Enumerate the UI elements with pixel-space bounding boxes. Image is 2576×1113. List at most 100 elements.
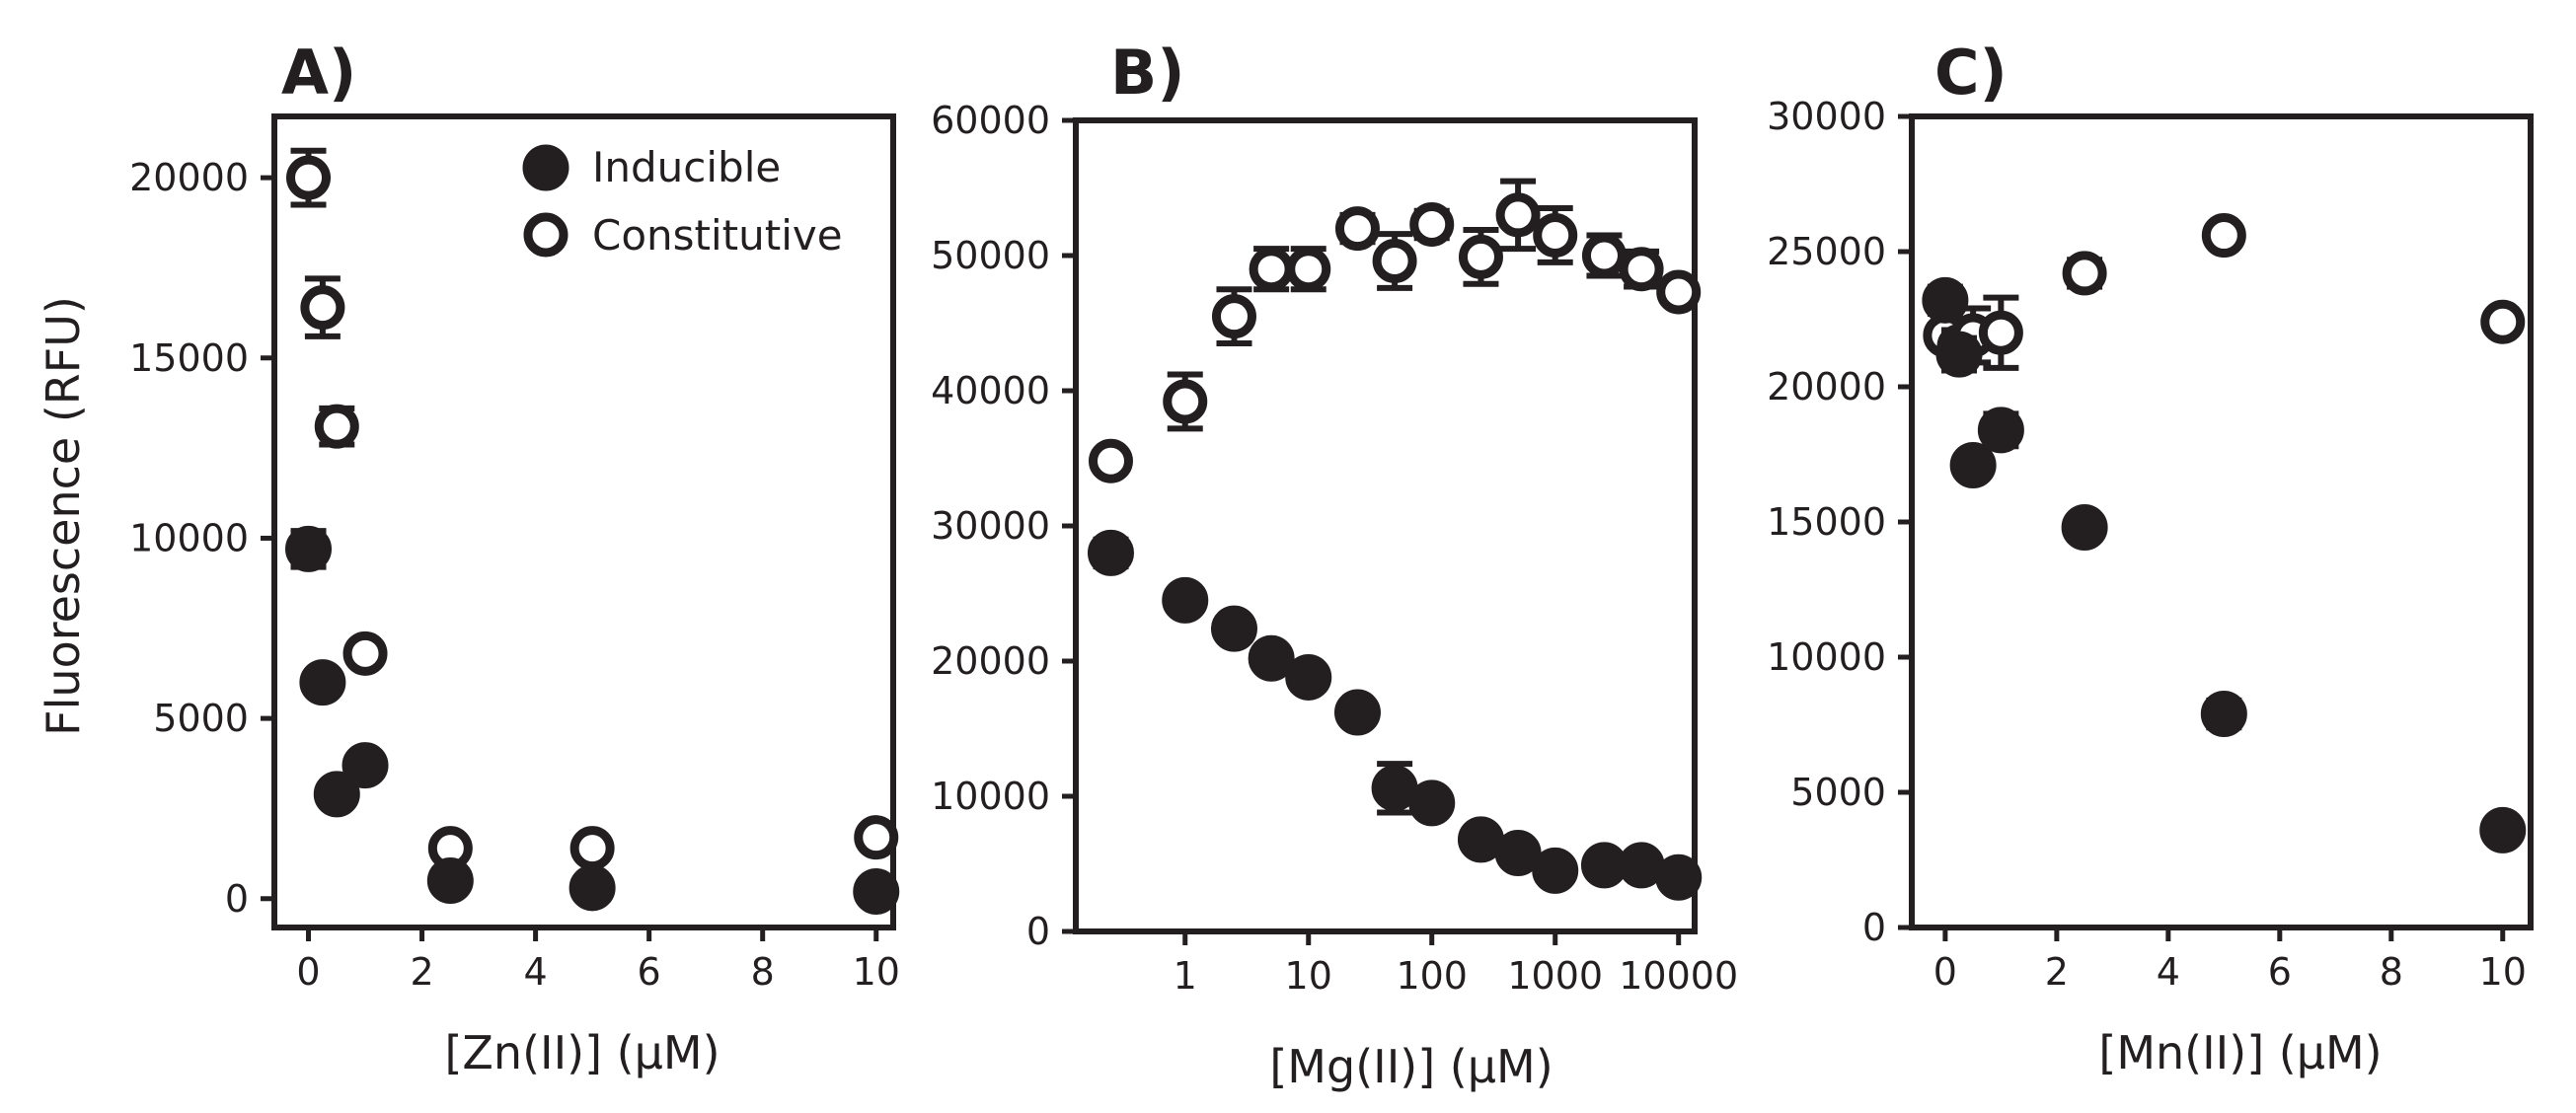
panel-b-inducible-point [1655, 853, 1703, 901]
panel-a-constitutive-point [854, 815, 899, 860]
panel-c-inducible-point [1977, 407, 2024, 454]
panel-b-y-tick-label: 0 [1026, 910, 1050, 953]
panel-b-x-tick-label: 10 [1285, 954, 1332, 998]
panel-c-x-tick-label: 2 [2045, 950, 2069, 994]
panel-b-constitutive-point [1619, 247, 1664, 292]
panel-a-ticks: 0 2 4 6 8 10 0 5000 10000 15000 20000 [129, 156, 900, 994]
panel-b-x-axis-title: [Mg(II)] (μM) [1269, 1040, 1553, 1093]
panel-c-y-tick-label: 30000 [1767, 95, 1886, 138]
panel-b-y-tick-label: 40000 [931, 369, 1050, 412]
panel-a-inducible-point [299, 659, 346, 706]
panel-b-inducible-point [1333, 689, 1381, 736]
panel-c-y-tick-label: 15000 [1767, 500, 1886, 544]
panel-c-constitutive-point [2201, 213, 2246, 259]
panel-b-constitutive-point [1334, 206, 1380, 252]
panel-b-constitutive-point [1163, 379, 1208, 424]
panel-a-x-tick-label: 4 [524, 950, 548, 994]
panel-a-inducible-point [285, 525, 333, 572]
panel-a-x-axis-title: [Zn(II)] (μM) [444, 1026, 720, 1079]
panel-b-x-tick-label: 100 [1396, 954, 1468, 998]
legend-constitutive-label: Constitutive [592, 211, 843, 260]
panel-c-x-tick-label: 8 [2380, 950, 2403, 994]
panel-b-constitutive-point [1211, 294, 1256, 339]
panel-a-x-tick-label: 6 [638, 950, 661, 994]
legend-inducible-label: Inducible [592, 143, 781, 191]
panel-c-x-tick-label: 10 [2479, 950, 2527, 994]
panel-c-y-tick-label: 0 [1862, 906, 1886, 949]
panel-c-x-axis-title: [Mn(II)] (μM) [2098, 1026, 2382, 1079]
panel-b-constitutive-point [1372, 238, 1417, 283]
panel-b-inducible-point [1248, 634, 1295, 682]
panel-a-constitutive-point [569, 826, 615, 871]
panel-a-inducible-point [313, 771, 360, 818]
y-axis-title: Fluorescence (RFU) [37, 296, 90, 736]
panel-b-inducible-point [1532, 847, 1579, 894]
panel-c-y-tick-label: 5000 [1790, 771, 1886, 814]
panel-b-constitutive-point [1088, 438, 1133, 483]
panel-c-ticks: 0 2 4 6 8 10 0 5000 10000 15000 20000 25000 30000 [1767, 95, 2527, 994]
panel-a-inducible-point [341, 742, 389, 789]
panel-c-constitutive-point [2480, 299, 2526, 344]
panel-b-x-tick-label: 10000 [1619, 954, 1738, 998]
panel-b-inducible-point [1285, 653, 1332, 701]
panel-b-constitutive-point [1581, 233, 1627, 278]
panel-b-x-tick-label: 1 [1174, 954, 1197, 998]
panel-a-x-tick-label: 10 [853, 950, 900, 994]
panel-b-y-tick-label: 10000 [931, 775, 1050, 818]
legend-constitutive-marker [523, 212, 568, 258]
panel-c-marks [1922, 213, 2527, 853]
panel-a-y-tick-label: 5000 [153, 697, 249, 740]
panel-a-inducible-point [568, 864, 616, 912]
legend: Inducible Constitutive [522, 143, 843, 260]
panel-b-constitutive-point [1249, 247, 1294, 292]
panel-a-inducible-point [853, 867, 900, 915]
panel-b-y-tick-label: 50000 [931, 234, 1050, 277]
panel-a-frame [271, 113, 896, 930]
panel-a-label: A) [281, 37, 356, 109]
panel-c-inducible-point [2200, 691, 2247, 738]
panel-b-constitutive-point [1458, 234, 1503, 279]
panel-b: B) 1 10 100 1000 10000 0 10000 20000 30000 40000 5… [931, 37, 1738, 1093]
panel-b-y-tick-label: 20000 [931, 639, 1050, 683]
panel-c-inducible-point [1935, 331, 1983, 378]
panel-a-marks [285, 147, 900, 915]
panel-b-ticks: 1 10 100 1000 10000 0 10000 20000 30000 40000 5000… [931, 99, 1738, 998]
panel-a-y-tick-label: 10000 [129, 516, 249, 559]
panel-b-inducible-point [1408, 779, 1456, 827]
panel-b-constitutive-point [1495, 192, 1541, 238]
panel-a-y-tick-label: 0 [225, 877, 249, 921]
panel-c-y-tick-label: 10000 [1767, 635, 1886, 679]
panel-b-marks [1087, 178, 1703, 901]
panel-c-x-tick-label: 4 [2157, 950, 2180, 994]
panel-a: A) 0 2 4 6 8 10 0 5000 10000 15000 20000 [Zn(II)] … [129, 37, 900, 1079]
panel-a-x-tick-label: 8 [751, 950, 775, 994]
panel-b-inducible-point [1494, 830, 1542, 877]
panel-c-x-tick-label: 6 [2268, 950, 2292, 994]
panel-b-x-tick-label: 1000 [1507, 954, 1603, 998]
panel-a-constitutive-point [300, 285, 345, 331]
panel-b-y-tick-label: 30000 [931, 504, 1050, 548]
panel-c: C) 0 2 4 6 8 10 0 5000 10000 15000 20000 25000 30000… [1767, 37, 2534, 1079]
panel-a-constitutive-point [342, 631, 388, 676]
panel-a-y-tick-label: 15000 [129, 336, 249, 380]
panel-b-constitutive-point [1656, 269, 1702, 315]
panel-a-constitutive-point [286, 155, 332, 200]
panel-c-inducible-point [1949, 441, 1997, 488]
panel-b-inducible-point [1210, 605, 1257, 652]
panel-c-y-tick-label: 25000 [1767, 230, 1886, 273]
panel-c-y-tick-label: 20000 [1767, 365, 1886, 408]
panel-c-label: C) [1934, 37, 2008, 109]
panel-c-inducible-point [2479, 806, 2527, 853]
panel-c-inducible-point [2061, 503, 2108, 551]
panel-c-x-tick-label: 0 [1933, 950, 1957, 994]
panel-a-inducible-point [426, 857, 474, 905]
panel-c-inducible-point [1922, 276, 1969, 324]
panel-a-constitutive-point [314, 404, 359, 449]
panel-b-inducible-point [1162, 576, 1209, 624]
panel-b-y-tick-label: 60000 [931, 99, 1050, 142]
panel-a-x-tick-label: 0 [296, 950, 320, 994]
panel-b-inducible-point [1087, 529, 1134, 576]
panel-c-constitutive-point [2062, 251, 2107, 296]
panel-c-constitutive-point [1978, 310, 2023, 355]
